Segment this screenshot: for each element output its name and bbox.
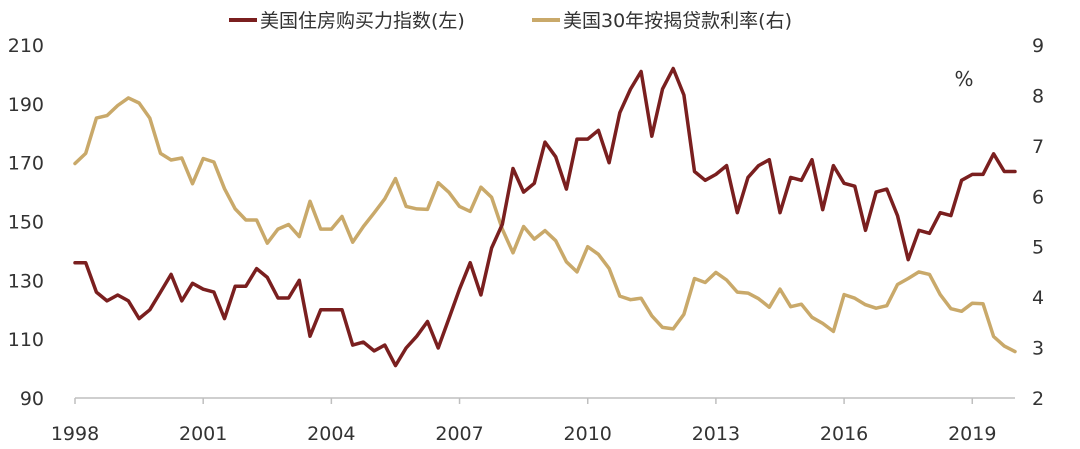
- right-axis-tick-label: 9: [1032, 35, 1044, 57]
- legend-label-housing-affordability: 美国住房购买力指数(左): [260, 10, 465, 32]
- series-line-housing-affordability: [73, 66, 1017, 368]
- x-axis-tick-label: 2016: [820, 423, 868, 445]
- x-axis-tick-label: 1998: [51, 423, 99, 445]
- x-axis-tick-label: 2019: [948, 423, 996, 445]
- x-axis-tick-label: 2010: [564, 423, 612, 445]
- left-axis-tick-label: 110: [8, 329, 44, 351]
- left-axis-tick-label: 210: [8, 35, 44, 57]
- legend-item-housing-affordability: 美国住房购买力指数(左): [229, 10, 465, 32]
- right-axis-tick-label: 4: [1032, 287, 1044, 309]
- left-axis-tick-label: 170: [8, 153, 44, 175]
- right-axis-tick-label: 5: [1032, 237, 1044, 259]
- right-axis-tick-labels: 2 3 4 5 6 7 8 9: [1032, 35, 1044, 410]
- right-axis-tick-label: 8: [1032, 85, 1044, 107]
- right-axis-tick-label: 3: [1032, 338, 1044, 360]
- x-axis-tick-label: 2001: [179, 423, 227, 445]
- x-axis-tick-label: 2004: [307, 423, 355, 445]
- legend-label-mortgage-rate: 美国30年按揭贷款利率(右): [563, 10, 792, 32]
- left-axis-tick-label: 190: [8, 94, 44, 116]
- right-axis-tick-label: 2: [1032, 388, 1044, 410]
- left-axis-tick-label: 130: [8, 270, 44, 292]
- legend-item-mortgage-rate: 美国30年按揭贷款利率(右): [532, 10, 792, 32]
- right-axis-unit-label: %: [954, 67, 973, 91]
- left-axis-tick-label: 150: [8, 212, 44, 234]
- x-axis-tick-labels: 1998 2001 2004 2007 2010 2013 2016 2019: [51, 398, 996, 445]
- left-axis-tick-labels: 90 110 130 150 170 190 210: [8, 35, 44, 410]
- series-line-mortgage-rate: [73, 96, 1017, 354]
- right-axis-tick-label: 6: [1032, 186, 1044, 208]
- series-layer: [73, 66, 1017, 368]
- legend: 美国住房购买力指数(左) 美国30年按揭贷款利率(右): [229, 10, 792, 32]
- x-axis-tick-label: 2013: [692, 423, 740, 445]
- right-axis-tick-label: 7: [1032, 136, 1044, 158]
- left-axis-tick-label: 90: [20, 388, 44, 410]
- x-axis-tick-label: 2007: [435, 423, 483, 445]
